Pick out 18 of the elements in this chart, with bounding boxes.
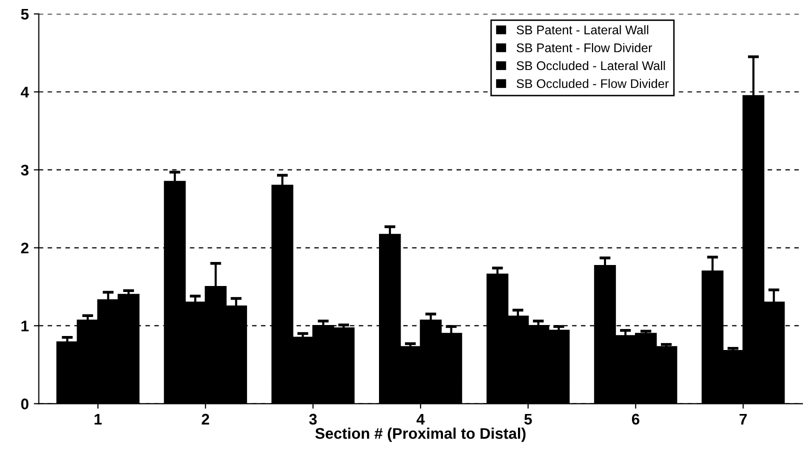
legend-label: SB Patent - Flow Divider	[516, 43, 652, 52]
y-tick-label: 5	[21, 8, 29, 20]
x-axis-title: Section # (Proximal to Distal)	[315, 428, 526, 442]
x-tick-label: 7	[740, 414, 747, 424]
y-tick-label: 2	[21, 242, 28, 254]
x-tick-label: 3	[309, 414, 317, 425]
y-tick-label: 3	[20, 164, 29, 176]
x-tick-label: 6	[632, 414, 640, 425]
legend-label: SB Patent - Lateral Wall	[516, 25, 648, 34]
legend-label: SB Occluded - Flow Divider	[516, 78, 669, 88]
y-tick-label: 4	[20, 86, 29, 98]
y-tick-label: 1	[22, 320, 29, 332]
y-tick-label: 0	[21, 398, 28, 410]
x-tick-label: 5	[524, 414, 532, 425]
legend-label: SB Occluded - Lateral Wall	[516, 60, 665, 70]
x-tick-label: 4	[416, 414, 425, 424]
x-tick-label: 2	[202, 414, 210, 424]
x-tick-label: 1	[94, 414, 102, 424]
